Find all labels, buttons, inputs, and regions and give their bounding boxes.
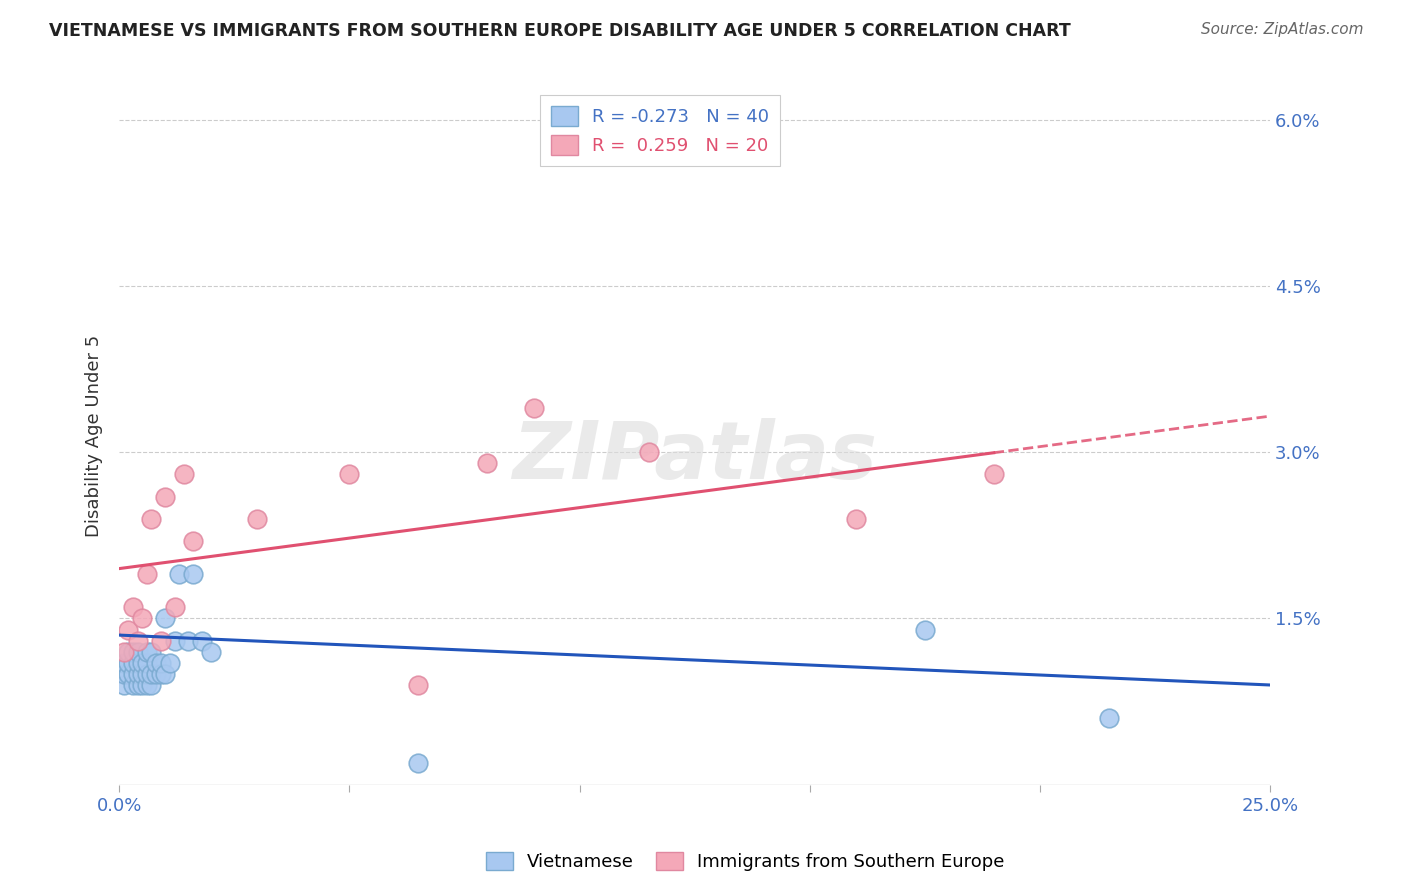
Point — [131, 666, 153, 681]
Point — [127, 633, 149, 648]
Point — [112, 656, 135, 670]
Point — [141, 645, 163, 659]
Point — [131, 611, 153, 625]
Point — [112, 645, 135, 659]
Point — [127, 678, 149, 692]
Point — [522, 401, 544, 415]
Point — [914, 623, 936, 637]
Point — [117, 656, 139, 670]
Point — [167, 567, 190, 582]
Point — [117, 666, 139, 681]
Point — [155, 611, 177, 625]
Point — [155, 666, 177, 681]
Point — [149, 633, 172, 648]
Point — [1098, 711, 1121, 725]
Point — [637, 445, 659, 459]
Point — [135, 678, 157, 692]
Point — [141, 678, 163, 692]
Point — [145, 656, 167, 670]
Legend: R = -0.273   N = 40, R =  0.259   N = 20: R = -0.273 N = 40, R = 0.259 N = 20 — [540, 95, 780, 166]
Point — [135, 666, 157, 681]
Legend: Vietnamese, Immigrants from Southern Europe: Vietnamese, Immigrants from Southern Eur… — [478, 845, 1012, 879]
Point — [135, 567, 157, 582]
Point — [163, 600, 186, 615]
Point — [122, 678, 145, 692]
Point — [173, 467, 195, 482]
Point — [127, 666, 149, 681]
Point — [163, 633, 186, 648]
Point — [477, 456, 499, 470]
Point — [131, 678, 153, 692]
Point — [200, 645, 222, 659]
Point — [181, 567, 204, 582]
Point — [145, 666, 167, 681]
Text: VIETNAMESE VS IMMIGRANTS FROM SOUTHERN EUROPE DISABILITY AGE UNDER 5 CORRELATION: VIETNAMESE VS IMMIGRANTS FROM SOUTHERN E… — [49, 22, 1071, 40]
Point — [149, 656, 172, 670]
Point — [135, 656, 157, 670]
Point — [141, 512, 163, 526]
Point — [246, 512, 269, 526]
Point — [122, 656, 145, 670]
Point — [845, 512, 868, 526]
Text: ZIPatlas: ZIPatlas — [512, 417, 877, 496]
Point — [131, 656, 153, 670]
Text: Source: ZipAtlas.com: Source: ZipAtlas.com — [1201, 22, 1364, 37]
Point — [112, 678, 135, 692]
Point — [127, 656, 149, 670]
Point — [117, 645, 139, 659]
Point — [339, 467, 361, 482]
Point — [408, 756, 430, 770]
Point — [135, 645, 157, 659]
Point — [141, 666, 163, 681]
Point — [112, 666, 135, 681]
Point — [149, 666, 172, 681]
Point — [122, 645, 145, 659]
Point — [408, 678, 430, 692]
Point — [177, 633, 200, 648]
Point — [191, 633, 214, 648]
Point — [159, 656, 181, 670]
Point — [117, 623, 139, 637]
Point — [181, 533, 204, 548]
Point — [122, 600, 145, 615]
Point — [983, 467, 1005, 482]
Point — [155, 490, 177, 504]
Point — [127, 645, 149, 659]
Y-axis label: Disability Age Under 5: Disability Age Under 5 — [86, 334, 103, 537]
Point — [122, 666, 145, 681]
